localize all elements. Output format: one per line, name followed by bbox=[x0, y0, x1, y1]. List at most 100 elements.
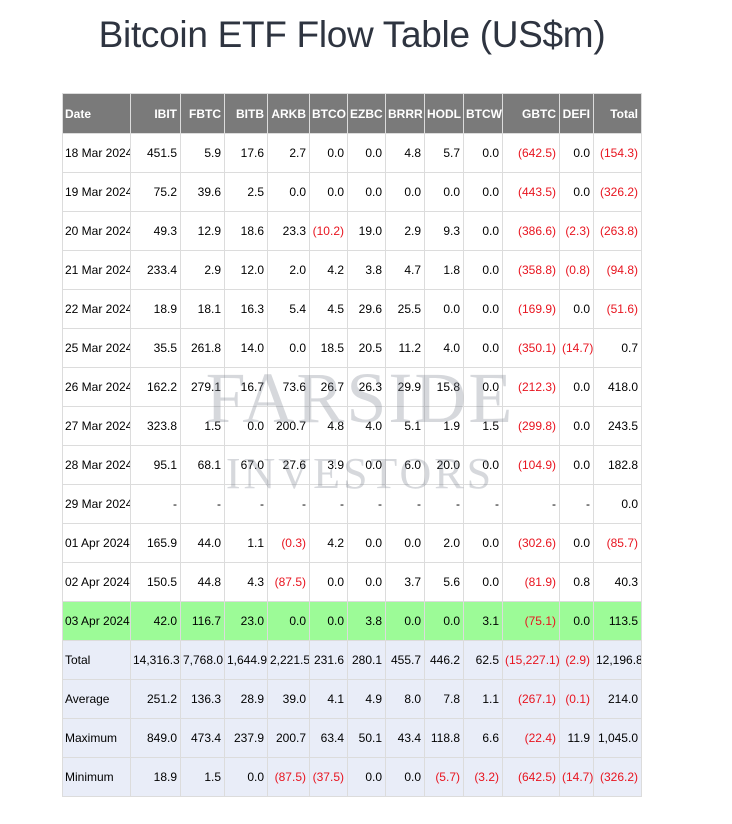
cell-btcw: 0.0 bbox=[463, 172, 503, 212]
cell-total: (94.8) bbox=[593, 250, 642, 290]
cell-total: 1,045.0 bbox=[593, 718, 642, 758]
column-header-btco: BTCO bbox=[309, 93, 348, 134]
cell-total: (326.2) bbox=[593, 757, 642, 797]
cell-fbtc: 44.8 bbox=[180, 562, 225, 602]
cell-gbtc: (104.9) bbox=[502, 445, 560, 485]
cell-btcw: 3.1 bbox=[463, 601, 503, 641]
cell-ezbc: 0.0 bbox=[347, 562, 386, 602]
cell-gbtc: (358.8) bbox=[502, 250, 560, 290]
column-header-bitb: BITB bbox=[224, 93, 268, 134]
column-header-gbtc: GBTC bbox=[502, 93, 560, 134]
table-row: 19 Mar 2024 75.2 39.6 2.5 0.0 0.0 0.0 0.0 0.0 0.0… bbox=[62, 172, 642, 212]
cell-btcw: 0.0 bbox=[463, 367, 503, 407]
cell-ibit: 165.9 bbox=[130, 523, 181, 563]
cell-total: 182.8 bbox=[593, 445, 642, 485]
cell-ibit: 451.5 bbox=[130, 133, 181, 173]
cell-brrr: 43.4 bbox=[385, 718, 425, 758]
cell-fbtc: 18.1 bbox=[180, 289, 225, 329]
cell-fbtc: 116.7 bbox=[180, 601, 225, 641]
column-header-defi: DEFI bbox=[559, 93, 594, 134]
cell-bitb: 237.9 bbox=[224, 718, 268, 758]
cell-hodl: 15.8 bbox=[424, 367, 464, 407]
cell-arkb: 39.0 bbox=[267, 679, 310, 719]
cell-arkb: (0.3) bbox=[267, 523, 310, 563]
row-label-cell: 18 Mar 2024 bbox=[62, 133, 131, 173]
cell-brrr: 25.5 bbox=[385, 289, 425, 329]
cell-hodl: 1.8 bbox=[424, 250, 464, 290]
cell-fbtc: 1.5 bbox=[180, 406, 225, 446]
cell-fbtc: 1.5 bbox=[180, 757, 225, 797]
cell-brrr: 0.0 bbox=[385, 601, 425, 641]
cell-gbtc: (22.4) bbox=[502, 718, 560, 758]
cell-gbtc: (81.9) bbox=[502, 562, 560, 602]
cell-defi: 0.0 bbox=[559, 289, 594, 329]
column-header-fbtc: FBTC bbox=[180, 93, 225, 134]
cell-btco: 26.7 bbox=[309, 367, 348, 407]
cell-defi: 0.0 bbox=[559, 133, 594, 173]
cell-btco: 4.2 bbox=[309, 250, 348, 290]
cell-defi: 0.0 bbox=[559, 445, 594, 485]
cell-ezbc: 280.1 bbox=[347, 640, 386, 680]
cell-fbtc: 5.9 bbox=[180, 133, 225, 173]
cell-hodl: 0.0 bbox=[424, 289, 464, 329]
cell-hodl: 446.2 bbox=[424, 640, 464, 680]
cell-bitb: 16.3 bbox=[224, 289, 268, 329]
cell-btco: 63.4 bbox=[309, 718, 348, 758]
table-row-highlighted: 03 Apr 2024 42.0 116.7 23.0 0.0 0.0 3.8 0.0 0.0 3… bbox=[62, 601, 642, 641]
cell-gbtc: (169.9) bbox=[502, 289, 560, 329]
cell-btco: 0.0 bbox=[309, 172, 348, 212]
row-label-cell: Minimum bbox=[62, 757, 131, 797]
cell-gbtc: (302.6) bbox=[502, 523, 560, 563]
cell-hodl: 5.6 bbox=[424, 562, 464, 602]
cell-hodl: 1.9 bbox=[424, 406, 464, 446]
cell-defi: 0.0 bbox=[559, 172, 594, 212]
cell-brrr: - bbox=[385, 484, 425, 524]
row-label-cell: 22 Mar 2024 bbox=[62, 289, 131, 329]
cell-gbtc: (642.5) bbox=[502, 757, 560, 797]
cell-ezbc: 0.0 bbox=[347, 133, 386, 173]
cell-btcw: 0.0 bbox=[463, 523, 503, 563]
cell-arkb: - bbox=[267, 484, 310, 524]
cell-bitb: 14.0 bbox=[224, 328, 268, 368]
row-label-cell: Total bbox=[62, 640, 131, 680]
cell-btcw: 0.0 bbox=[463, 328, 503, 368]
cell-ibit: - bbox=[130, 484, 181, 524]
cell-total: (51.6) bbox=[593, 289, 642, 329]
summary-row-average: Average 251.2 136.3 28.9 39.0 4.1 4.9 8.0 7.8 1.1… bbox=[62, 679, 642, 719]
cell-bitb: 67.0 bbox=[224, 445, 268, 485]
cell-total: (263.8) bbox=[593, 211, 642, 251]
cell-brrr: 3.7 bbox=[385, 562, 425, 602]
cell-hodl: 2.0 bbox=[424, 523, 464, 563]
cell-brrr: 4.7 bbox=[385, 250, 425, 290]
cell-ezbc: 26.3 bbox=[347, 367, 386, 407]
cell-hodl: 9.3 bbox=[424, 211, 464, 251]
summary-row-total: Total 14,316.3 7,768.0 1,644.9 2,221.5 231.6 2… bbox=[62, 640, 642, 680]
table-row: 18 Mar 2024 451.5 5.9 17.6 2.7 0.0 0.0 4.8 5.7 0.… bbox=[62, 133, 642, 173]
row-label-cell: 28 Mar 2024 bbox=[62, 445, 131, 485]
cell-arkb: 0.0 bbox=[267, 172, 310, 212]
cell-fbtc: 44.0 bbox=[180, 523, 225, 563]
cell-fbtc: 261.8 bbox=[180, 328, 225, 368]
cell-defi: 0.8 bbox=[559, 562, 594, 602]
cell-fbtc: 279.1 bbox=[180, 367, 225, 407]
table-row: 25 Mar 2024 35.5 261.8 14.0 0.0 18.5 20.5 11.2 4… bbox=[62, 328, 642, 368]
cell-defi: (14.7) bbox=[559, 328, 594, 368]
cell-hodl: 4.0 bbox=[424, 328, 464, 368]
cell-gbtc: (267.1) bbox=[502, 679, 560, 719]
column-header-hodl: HODL bbox=[424, 93, 464, 134]
cell-bitb: 17.6 bbox=[224, 133, 268, 173]
cell-ezbc: 0.0 bbox=[347, 523, 386, 563]
table-row: 28 Mar 2024 95.1 68.1 67.0 27.6 3.9 0.0 6.0 20.0… bbox=[62, 445, 642, 485]
cell-hodl: - bbox=[424, 484, 464, 524]
cell-btcw: 0.0 bbox=[463, 250, 503, 290]
cell-arkb: 200.7 bbox=[267, 718, 310, 758]
row-label-cell: 27 Mar 2024 bbox=[62, 406, 131, 446]
cell-brrr: 4.8 bbox=[385, 133, 425, 173]
cell-bitb: 1.1 bbox=[224, 523, 268, 563]
summary-row-maximum: Maximum 849.0 473.4 237.9 200.7 63.4 50.1 43.4 1… bbox=[62, 718, 642, 758]
row-label-cell: 26 Mar 2024 bbox=[62, 367, 131, 407]
cell-arkb: 2,221.5 bbox=[267, 640, 310, 680]
cell-gbtc: (75.1) bbox=[502, 601, 560, 641]
cell-total: (85.7) bbox=[593, 523, 642, 563]
cell-brrr: 0.0 bbox=[385, 172, 425, 212]
